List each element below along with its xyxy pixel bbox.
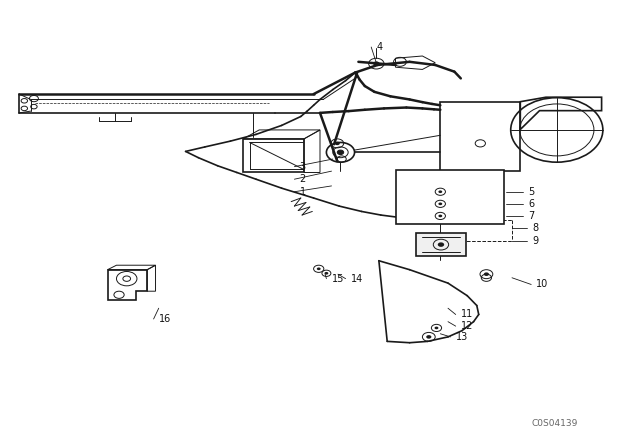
Circle shape (438, 190, 442, 193)
Text: 11: 11 (461, 310, 473, 319)
Text: 14: 14 (351, 274, 363, 284)
Text: 9: 9 (532, 236, 539, 246)
Circle shape (426, 335, 431, 339)
Circle shape (438, 202, 442, 205)
Circle shape (317, 267, 321, 270)
Text: 1: 1 (300, 187, 306, 197)
Text: 8: 8 (532, 224, 539, 233)
Circle shape (438, 215, 442, 217)
Text: 10: 10 (536, 280, 548, 289)
Circle shape (484, 272, 489, 276)
Text: 16: 16 (159, 314, 171, 324)
Text: C0S04139: C0S04139 (531, 419, 577, 428)
Circle shape (337, 150, 344, 155)
Text: 6: 6 (528, 199, 534, 209)
Text: 2: 2 (300, 174, 306, 184)
Text: 4: 4 (376, 42, 383, 52)
Circle shape (324, 272, 328, 275)
Circle shape (335, 142, 340, 145)
Text: 12: 12 (461, 321, 473, 331)
Polygon shape (416, 233, 466, 256)
Circle shape (438, 242, 444, 247)
Text: 5: 5 (528, 187, 534, 197)
Text: 13: 13 (456, 332, 468, 342)
Circle shape (373, 61, 380, 66)
Text: 3: 3 (300, 162, 306, 172)
Text: 15: 15 (332, 274, 344, 284)
Circle shape (435, 327, 438, 329)
Text: 7: 7 (528, 211, 534, 221)
Polygon shape (396, 170, 504, 224)
